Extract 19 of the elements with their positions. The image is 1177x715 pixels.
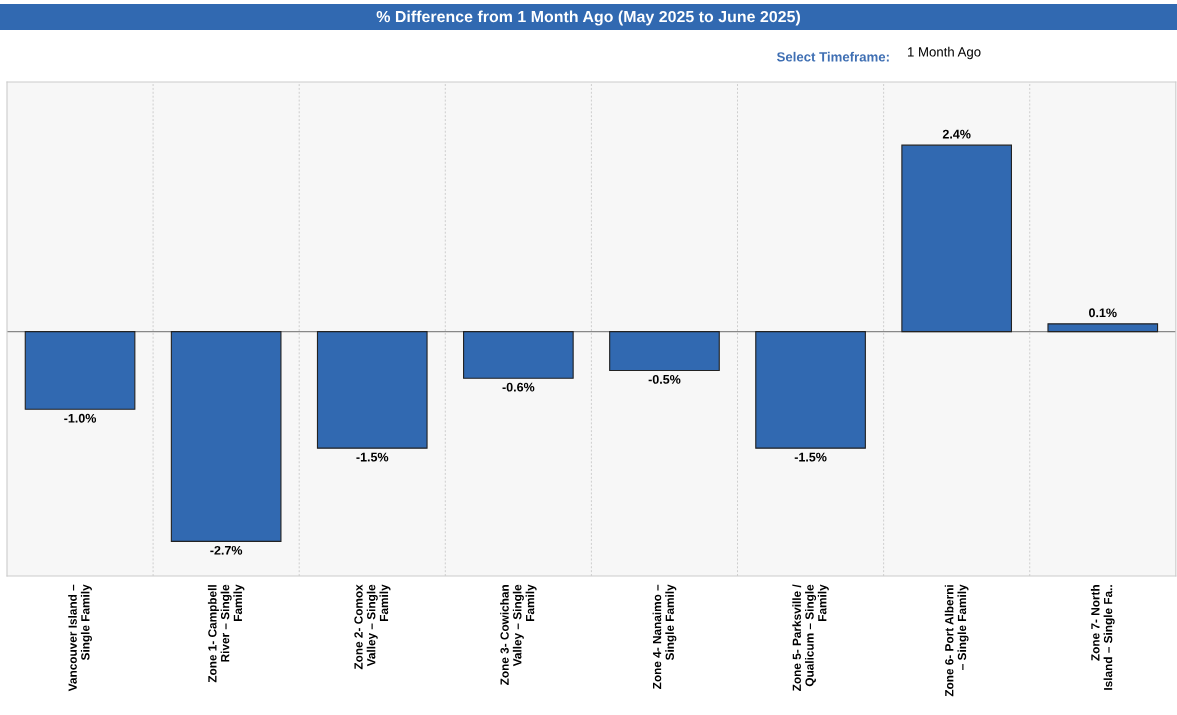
- text: Select Timeframe:: [776, 51, 889, 62]
- x-tick-label: Zone 6- Port Alberni – Single Family: [944, 584, 969, 697]
- x-tick-label: Zone 3- Cowichan Valley – Single Family: [500, 584, 537, 685]
- data-label: -1.5%: [356, 452, 389, 462]
- data-label: 0.1%: [1089, 308, 1117, 318]
- data-label: -2.7%: [210, 545, 243, 555]
- data-label: -0.5%: [648, 374, 681, 384]
- chart-title: % Difference from 1 Month Ago (May 2025 to June 2025): [376, 10, 800, 26]
- x-tick-label: Zone 5- Parksville / Qualicum – Single Family: [792, 584, 829, 691]
- x-tick-label: Zone 7- North Island – Single Fa..: [1090, 585, 1115, 690]
- x-tick-label: Zone 2- Comox Valley – Single Family: [354, 584, 391, 670]
- text: 1 Month Ago: [908, 46, 981, 60]
- x-tick-label: Vancouver Island – Single Family: [68, 584, 92, 692]
- x-tick-label: Zone 1- Campbell River – Single Family: [207, 584, 245, 683]
- data-label: -1.0%: [64, 413, 97, 423]
- data-label: -1.5%: [794, 452, 827, 462]
- data-label: 2.4%: [942, 129, 971, 139]
- x-tick-label: Zone 4- Nanaimo – Single Family: [652, 584, 677, 689]
- data-label: -0.6%: [502, 382, 535, 392]
